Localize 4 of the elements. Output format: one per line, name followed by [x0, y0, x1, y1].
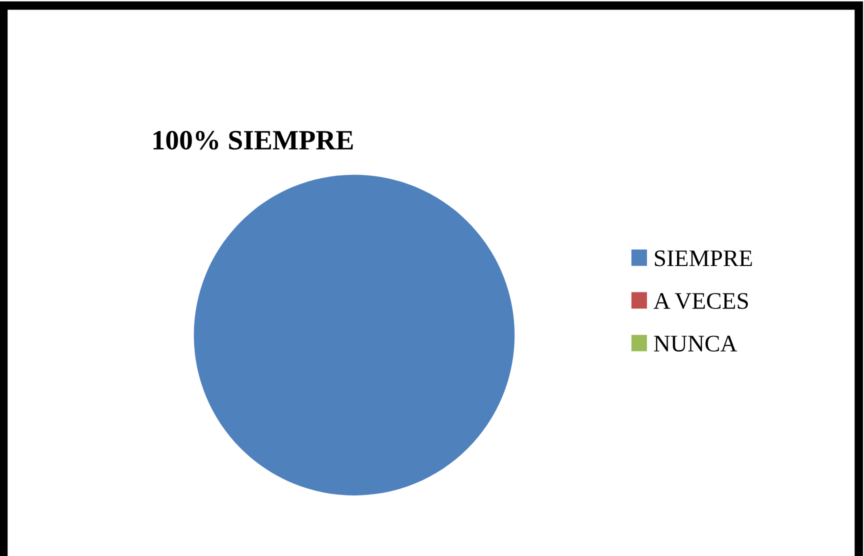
- legend-label: A VECES: [654, 293, 748, 310]
- data-label: 100% SIEMPRE: [154, 130, 353, 150]
- legend-label: SIEMPRE: [654, 250, 752, 266]
- legend-label: NUNCA: [654, 336, 738, 352]
